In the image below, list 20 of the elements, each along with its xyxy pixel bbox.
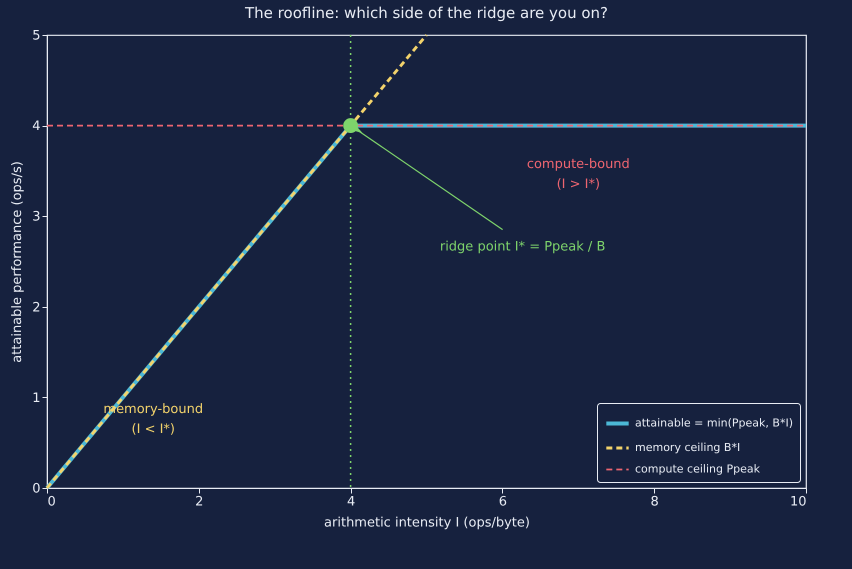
annotation: compute-bound (I > I*) (526, 157, 630, 192)
y-tick-label: 4 (32, 119, 40, 134)
annotation: ridge point I* = Ppeak / B (440, 240, 606, 255)
x-axis-title: arithmetic intensity I (ops/byte) (324, 516, 530, 530)
y-tick-label: 2 (32, 300, 40, 316)
x-tick-label: 4 (346, 494, 356, 510)
legend-label: compute ceiling Ppeak (635, 462, 761, 476)
y-tick-label: 3 (32, 210, 40, 225)
x-tick-label: 8 (650, 494, 659, 510)
y-axis-title: attainable performance (ops/s) (10, 161, 26, 363)
x-tick-label: 0 (48, 494, 56, 510)
legend-label: memory ceiling B*I (635, 441, 740, 454)
x-tick-label: 6 (498, 494, 508, 510)
chart-title: The roofline: which side of the ridge are you on? (244, 4, 608, 22)
legend-label: attainable = min(Ppeak, B*I) (635, 416, 793, 430)
y-tick-label: 1 (32, 390, 40, 406)
x-tick-label: 10 (790, 494, 806, 510)
x-tick-label: 2 (195, 494, 204, 510)
y-tick-label: 5 (32, 28, 40, 44)
y-tick-label: 0 (32, 482, 40, 496)
